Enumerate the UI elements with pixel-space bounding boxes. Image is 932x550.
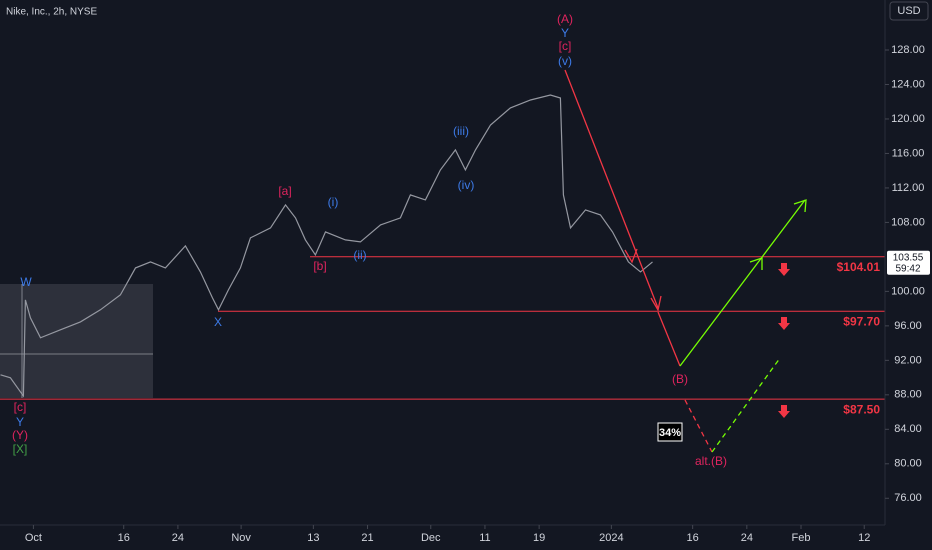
wave-labels: (A) Y [c] (v) (iii) (iv) (i) [a] [b] (ii… xyxy=(12,12,727,468)
x-tick-label: 16 xyxy=(687,532,699,544)
x-tick-label: Feb xyxy=(792,532,811,544)
wave-label: (iii) xyxy=(453,124,469,138)
countdown: 59:42 xyxy=(895,263,920,274)
range-box xyxy=(0,284,153,398)
y-tick-label: 128.00 xyxy=(891,44,925,56)
arrowhead xyxy=(749,199,807,270)
y-tick-label: 88.00 xyxy=(894,389,922,401)
x-tick-label: 24 xyxy=(741,532,753,544)
probability-box xyxy=(657,422,683,442)
arrow-green-dashed xyxy=(711,357,781,453)
symbol-title: Nike, Inc., 2h, NYSE xyxy=(6,7,97,18)
x-tick-label: 24 xyxy=(172,532,184,544)
x-tick-label: Oct xyxy=(25,532,42,544)
y-tick-label: 100.00 xyxy=(891,285,925,297)
wave-label: [c] xyxy=(559,39,572,53)
arrow-green xyxy=(679,199,806,367)
wave-label: W xyxy=(20,275,32,289)
x-tick-label: 13 xyxy=(307,532,319,544)
y-tick-label: 120.00 xyxy=(891,113,925,125)
projections xyxy=(564,69,807,453)
wave-label: (v) xyxy=(558,54,572,68)
plot xyxy=(0,94,885,400)
y-tick-label: 96.00 xyxy=(894,320,922,332)
y-tick-label: 112.00 xyxy=(892,182,925,194)
wave-label: X xyxy=(214,315,222,329)
level-label: $87.50 xyxy=(843,402,880,416)
level-label: $97.70 xyxy=(843,314,880,328)
arrow-red xyxy=(657,311,681,367)
wave-label: [b] xyxy=(313,259,326,273)
wave-label: alt.(B) xyxy=(695,454,727,468)
wave-label: (i) xyxy=(328,195,339,209)
price-line xyxy=(0,94,653,398)
wave-label: [a] xyxy=(278,184,291,198)
wave-label: Y xyxy=(16,415,24,429)
x-tick-label: Nov xyxy=(231,532,251,544)
y-tick-label: 84.00 xyxy=(894,423,922,435)
arrow-red xyxy=(564,69,659,309)
level-label: $104.01 xyxy=(837,260,881,274)
y-tick-label: 124.00 xyxy=(891,78,925,90)
y-tick-label: 80.00 xyxy=(894,458,922,470)
down-icon xyxy=(778,317,790,330)
x-tick-label: 21 xyxy=(361,532,373,544)
down-icons xyxy=(778,263,790,418)
y-tick-label: 76.00 xyxy=(894,492,922,504)
arrowhead xyxy=(624,248,662,312)
currency-button[interactable] xyxy=(889,1,929,21)
currency[interactable]: USD xyxy=(897,5,920,17)
x-tick-label: Dec xyxy=(421,532,441,544)
wave-label: [c] xyxy=(14,400,27,414)
wave-label: Y xyxy=(561,26,569,40)
down-icon xyxy=(778,405,790,418)
x-tick-label: 12 xyxy=(858,532,870,544)
x-tick-label: 19 xyxy=(533,532,545,544)
x-tick-label: 11 xyxy=(479,532,490,544)
y-tick-label: 108.00 xyxy=(891,216,925,228)
wave-label: [X] xyxy=(13,442,28,456)
x-tick-label: 2024 xyxy=(599,532,623,544)
down-icon xyxy=(778,263,790,276)
probability-label: 34% xyxy=(659,427,681,439)
x-tick-label: 16 xyxy=(118,532,130,544)
wave-label: (ii) xyxy=(353,248,366,262)
wave-label: (iv) xyxy=(458,178,475,192)
last-price: 103.55 xyxy=(893,252,924,263)
y-tick-label: 116.00 xyxy=(892,147,925,159)
wave-label: (B) xyxy=(672,372,688,386)
last-price-tag xyxy=(887,250,930,275)
wave-label: (Y) xyxy=(12,428,28,442)
y-tick-label: 92.00 xyxy=(894,354,922,366)
wave-label: (A) xyxy=(557,12,573,26)
arrow-red-dashed xyxy=(684,399,713,453)
